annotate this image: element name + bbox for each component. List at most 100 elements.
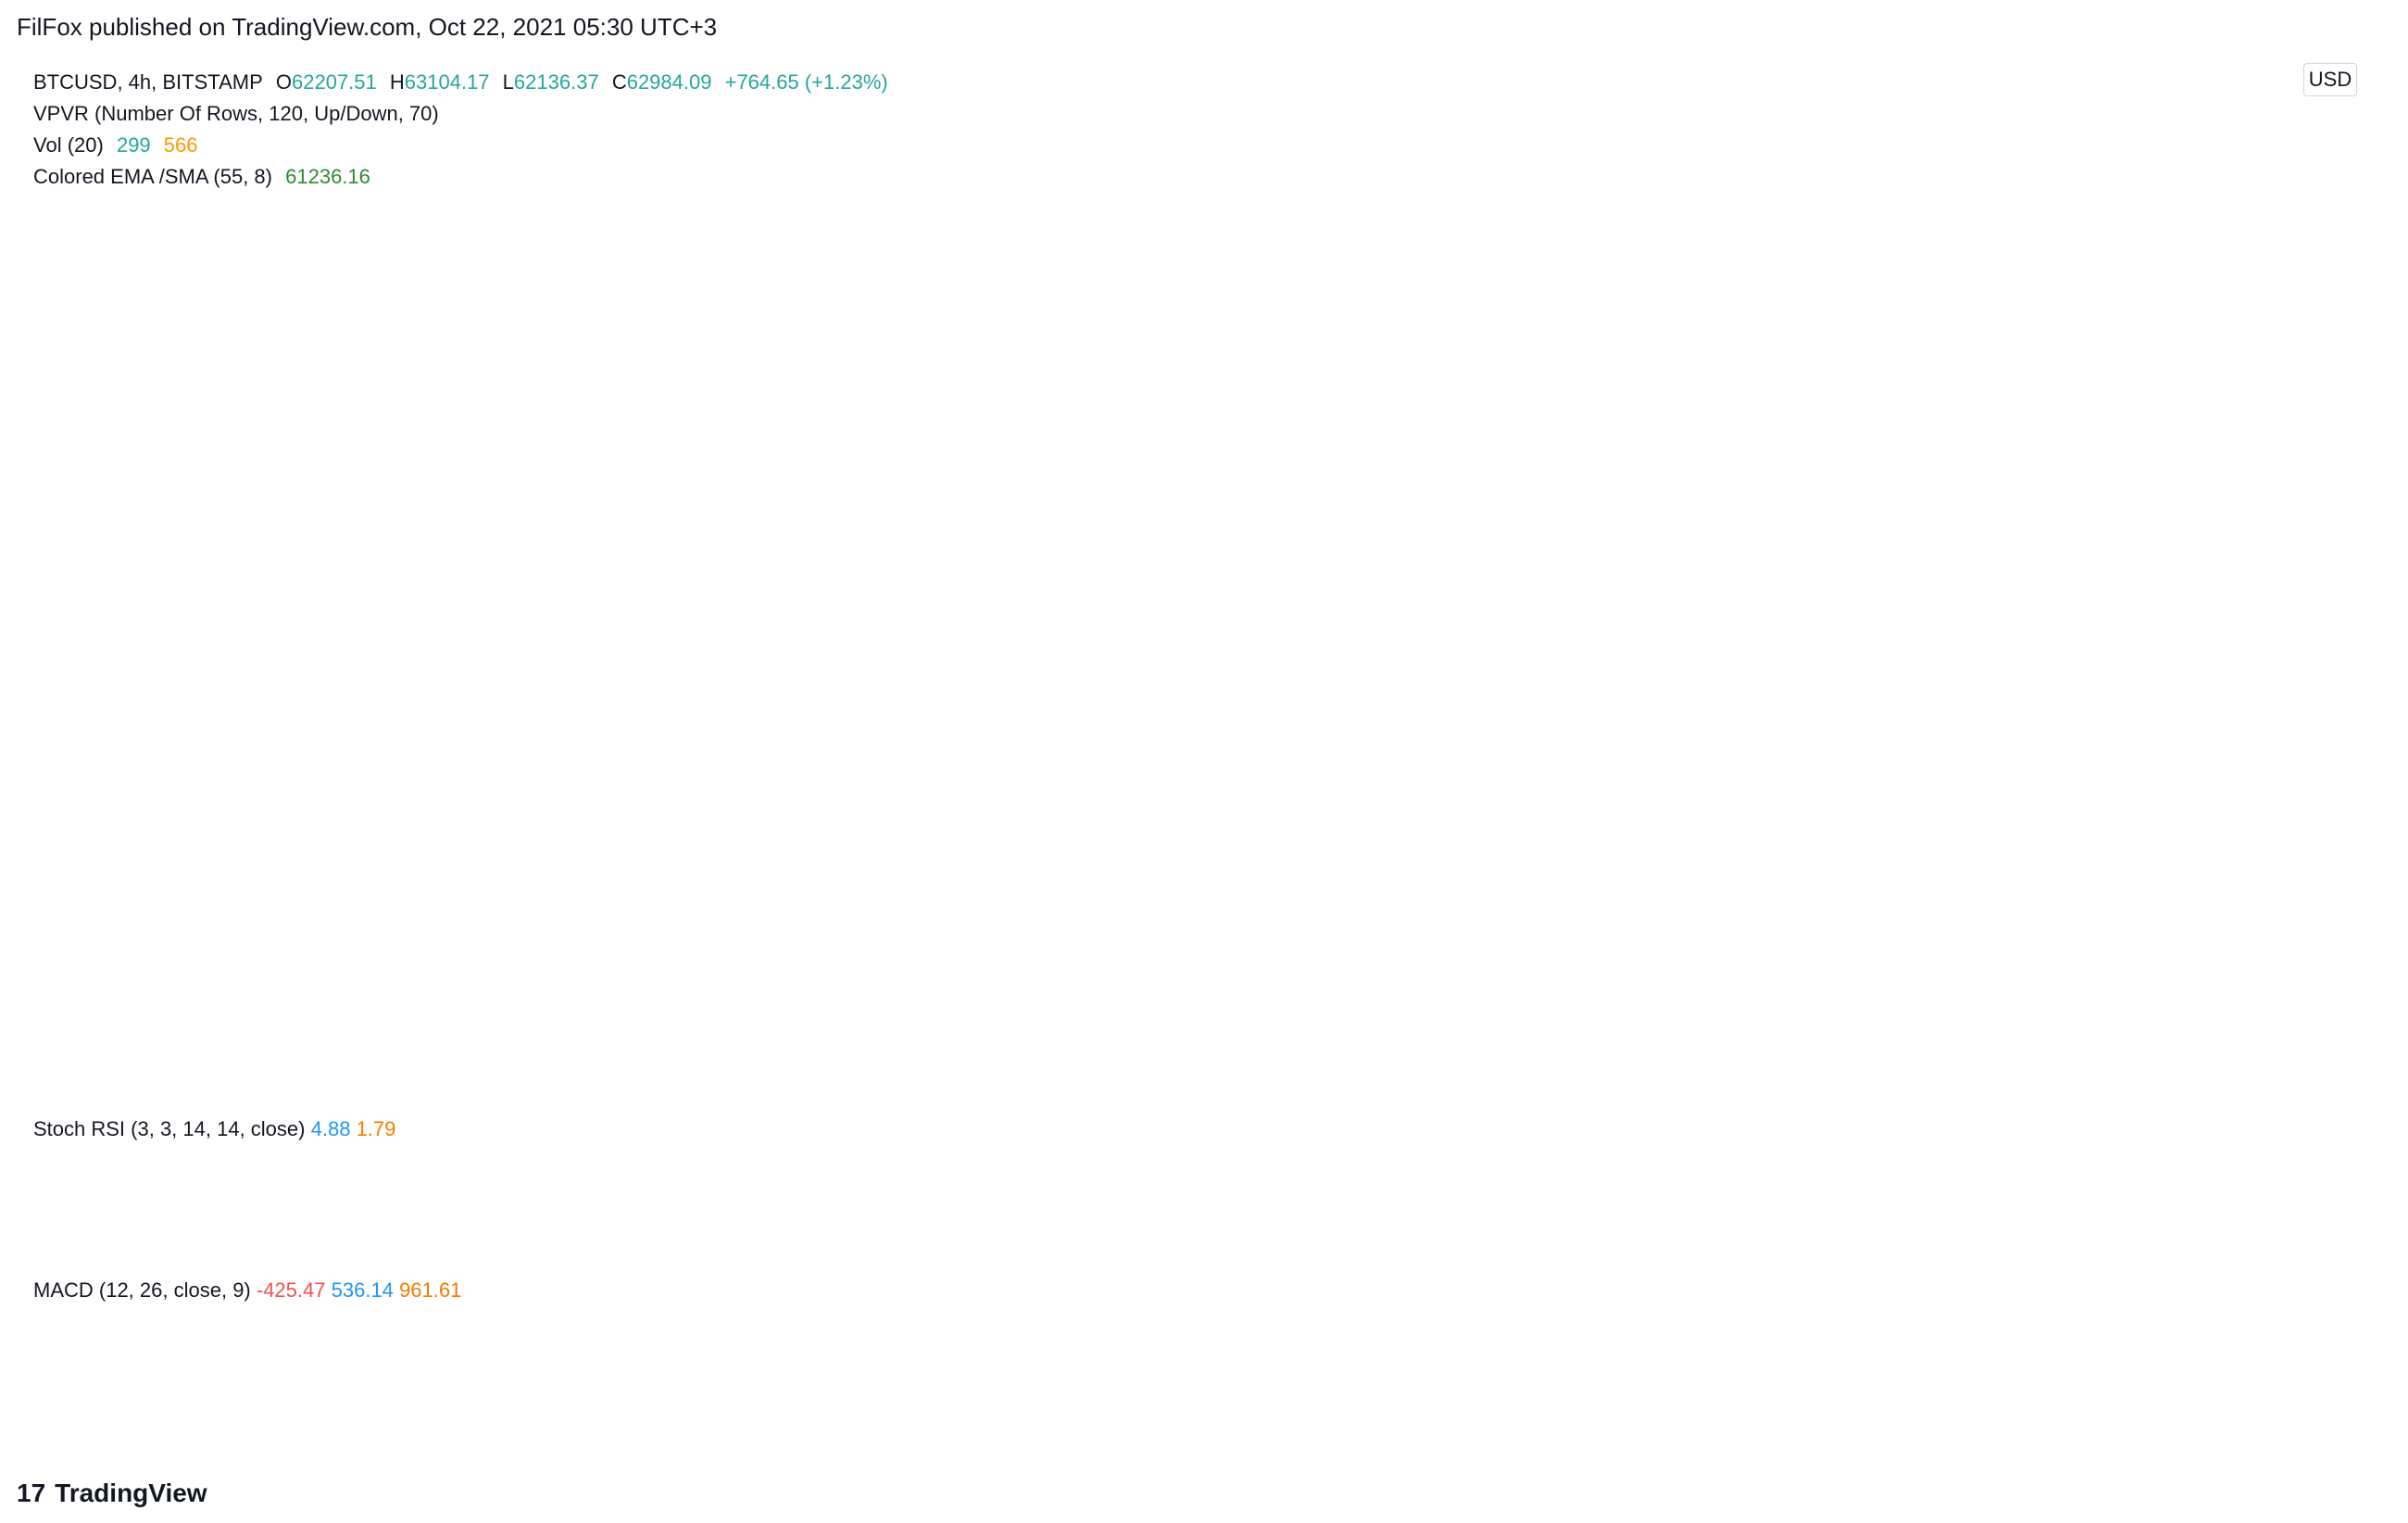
volume-profile-down-bar bbox=[2065, 858, 2214, 866]
price-point bbox=[621, 649, 629, 658]
stoch-d-value: 1.79 bbox=[356, 1117, 396, 1140]
tradingview-logo[interactable]: 17 TradingView bbox=[17, 1479, 207, 1508]
price-point bbox=[396, 811, 405, 819]
date-tick-label: 13 bbox=[1241, 1415, 1266, 1440]
volume-profile-down-bar bbox=[1996, 774, 2153, 783]
price-point bbox=[710, 599, 719, 608]
volume-profile-down-bar bbox=[1968, 691, 2135, 699]
price-point bbox=[1856, 383, 1864, 391]
price-point bbox=[823, 588, 831, 597]
volume-profile-down-bar bbox=[2042, 586, 2163, 596]
price-point bbox=[59, 997, 68, 1005]
price-point bbox=[1609, 774, 1617, 783]
volume-profile-down-bar bbox=[1996, 753, 2135, 762]
symbol-label[interactable]: BTCUSD, 4h, BITSTAMP bbox=[33, 70, 263, 94]
volume-profile-up-bar bbox=[2181, 795, 2264, 804]
price-point bbox=[464, 649, 471, 658]
macd-hist-value: -425.47 bbox=[256, 1278, 326, 1302]
volume-profile-down-bar bbox=[1922, 649, 2107, 658]
low-label: L62136.37 bbox=[502, 70, 599, 94]
volume-profile-down-bar bbox=[2024, 816, 2163, 824]
price-level-tag-text: 60000.00 bbox=[2277, 253, 2363, 276]
price-tick-label: 45000.00 bbox=[2283, 671, 2368, 694]
stoch-band bbox=[19, 1138, 2264, 1223]
fib-level-label: 100.00%(64895.22) bbox=[2070, 100, 2249, 123]
price-point bbox=[149, 858, 157, 866]
price-point bbox=[419, 727, 427, 736]
macd-title[interactable]: MACD (12, 26, close, 9) bbox=[33, 1278, 251, 1302]
price-point bbox=[1115, 622, 1123, 630]
price-point bbox=[1564, 727, 1573, 736]
price-point bbox=[1991, 230, 1999, 238]
volume-profile-up-bar bbox=[2246, 483, 2264, 491]
date-tick-label: 18 bbox=[2027, 1415, 2052, 1440]
volume-profile-down-bar bbox=[1968, 733, 2144, 741]
stoch-tick-label: 40.00 bbox=[2283, 1183, 2334, 1206]
volume-profile-down-bar bbox=[2126, 545, 2190, 554]
price-point bbox=[307, 830, 315, 838]
volume-profile-down-bar bbox=[2232, 148, 2251, 157]
price-level-tag bbox=[2266, 433, 2387, 463]
price-line bbox=[17, 124, 2131, 1051]
volume-profile-up-bar bbox=[2163, 816, 2264, 824]
price-point bbox=[351, 872, 359, 880]
volume-profile-up-bar bbox=[2251, 316, 2264, 324]
price-tick-label: 52500.00 bbox=[2283, 461, 2368, 485]
price-point bbox=[261, 774, 270, 783]
volume-profile-down-bar bbox=[2209, 176, 2241, 185]
price-point bbox=[15, 1044, 22, 1052]
stoch-title[interactable]: Stoch RSI (3, 3, 14, 14, close) bbox=[33, 1117, 306, 1140]
volume-profile-up-bar bbox=[2144, 733, 2264, 741]
currency-button[interactable]: USD bbox=[2303, 63, 2357, 96]
date-tick-label: 20 bbox=[1398, 1415, 1423, 1440]
volume-profile-down-bar bbox=[2005, 711, 2153, 721]
price-point bbox=[1070, 513, 1078, 522]
fib-level-label: 61.80%(47745.3) bbox=[2092, 577, 2249, 600]
macd-signal-value: 961.61 bbox=[399, 1278, 462, 1302]
date-tick-label: 25 bbox=[2185, 1415, 2210, 1440]
vpvr-label[interactable]: VPVR (Number Of Rows, 120, Up/Down, 70) bbox=[33, 102, 439, 125]
volume-profile-up-bar bbox=[2246, 358, 2264, 366]
ema-label[interactable]: Colored EMA /SMA (55, 8) bbox=[33, 165, 272, 188]
price-point bbox=[1025, 547, 1034, 555]
tradingview-brand: TradingView bbox=[55, 1479, 207, 1507]
volume-profile-up-bar bbox=[2153, 774, 2264, 783]
ema-value: 61236.16 bbox=[285, 165, 370, 188]
macd-tick-label: 0.00 bbox=[2283, 1340, 2323, 1363]
volume-profile-down-bar bbox=[2190, 441, 2237, 449]
price-level-tag-text: 58000.00 bbox=[2277, 308, 2363, 332]
volume-profile-down-bar bbox=[2088, 566, 2181, 574]
volume-profile-up-bar bbox=[2237, 441, 2264, 449]
volume-profile-up-bar bbox=[2209, 879, 2264, 887]
price-tick-label: 65000.00 bbox=[2283, 114, 2368, 137]
fib-level-label: 38.20%(37149.97) bbox=[2081, 872, 2249, 895]
volume-profile-up-bar bbox=[2255, 93, 2264, 102]
price-tick-label: 50000.00 bbox=[2283, 531, 2368, 554]
price-level-tag-text: 32500.00 bbox=[2277, 1018, 2363, 1041]
price-point bbox=[666, 683, 674, 691]
price-point bbox=[868, 610, 876, 619]
volume-profile-down-bar bbox=[2079, 795, 2181, 804]
price-point bbox=[105, 966, 112, 975]
price-point bbox=[554, 636, 561, 644]
date-tick-label: Aug bbox=[267, 1415, 310, 1440]
date-tick-label: 23 bbox=[770, 1415, 795, 1440]
price-level-tag bbox=[2266, 166, 2387, 196]
price-point bbox=[1474, 711, 1483, 719]
price-point bbox=[1812, 416, 1819, 424]
volume-profile-up-bar bbox=[2190, 545, 2264, 554]
price-level-tag-text: 62984.09 bbox=[2277, 170, 2363, 194]
price-point bbox=[1160, 644, 1168, 652]
price-point bbox=[1115, 488, 1123, 497]
volume-profile-down-bar bbox=[2005, 608, 2144, 616]
price-tick-label: 40000.00 bbox=[2283, 810, 2368, 833]
volume-profile-down-bar bbox=[2227, 316, 2251, 324]
vol-label[interactable]: Vol (20) bbox=[33, 133, 104, 157]
volume-profile-down-bar bbox=[1977, 670, 2126, 679]
price-level-tag-text: 53400.00 bbox=[2277, 436, 2363, 459]
change-label: +764.65 (+1.23%) bbox=[724, 70, 888, 94]
date-tick-label: 9 bbox=[461, 1415, 473, 1440]
price-tick-label: 37500.00 bbox=[2283, 879, 2368, 902]
price-point bbox=[508, 655, 517, 663]
stoch-tick-label: 80.00 bbox=[2283, 1127, 2334, 1150]
